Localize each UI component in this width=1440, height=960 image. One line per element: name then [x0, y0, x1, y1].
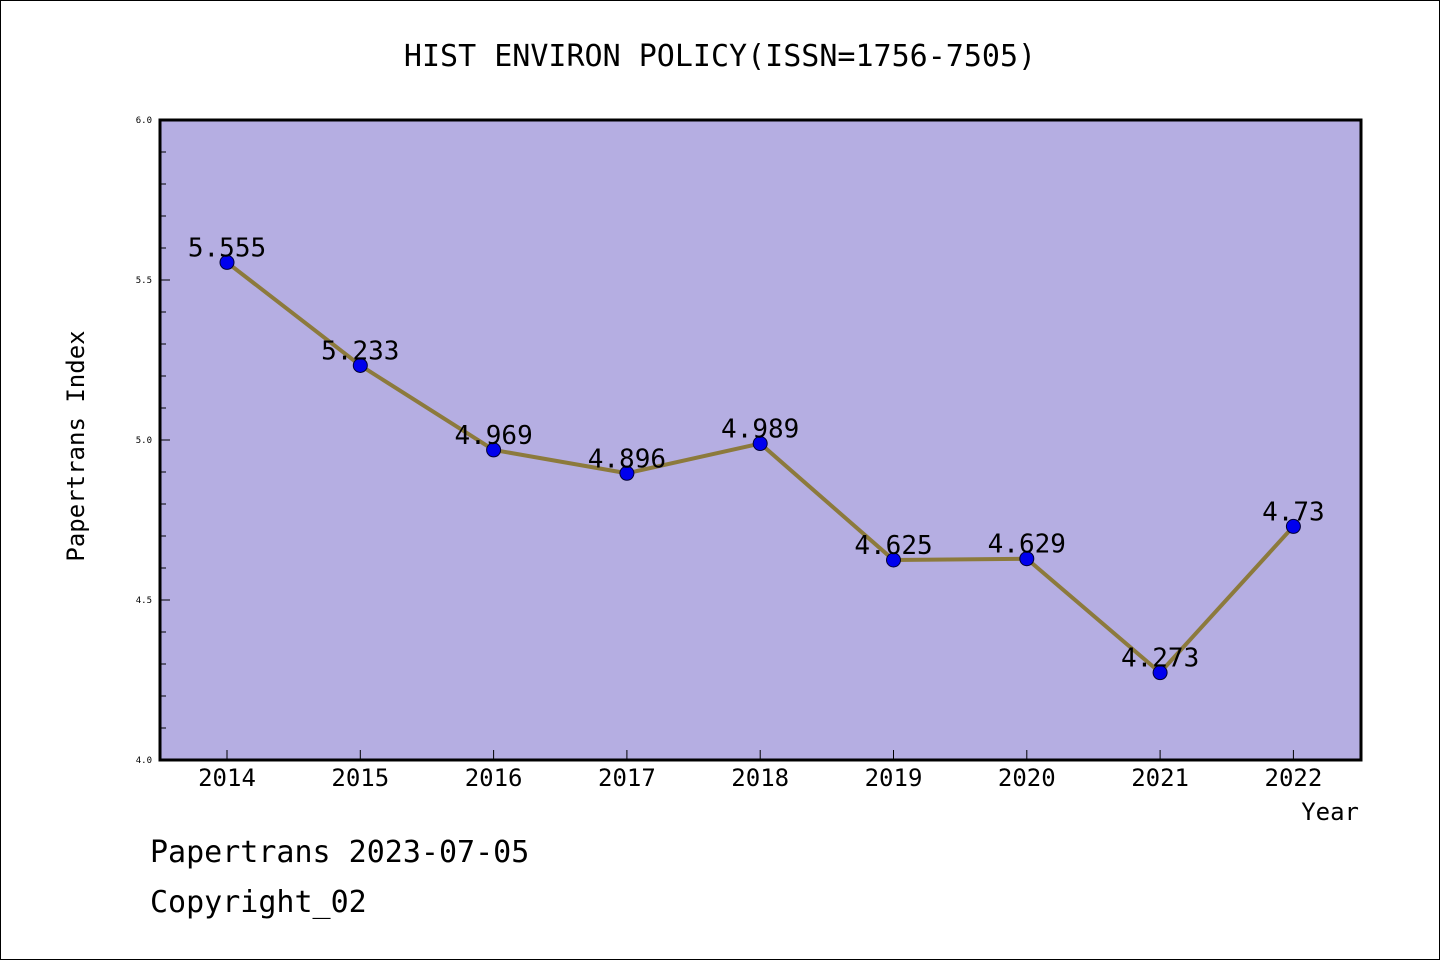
- data-point-label: 4.625: [854, 531, 932, 561]
- x-tick-label: 2020: [998, 764, 1056, 792]
- data-point-marker: [219, 254, 235, 270]
- chart-title: HIST ENVIRON POLICY(ISSN=1756-7505): [404, 39, 1036, 74]
- footer-copyright-text: Copyright_02: [150, 885, 367, 920]
- data-point-label: 4.73: [1262, 497, 1325, 527]
- data-point-marker: [1285, 518, 1301, 534]
- y-tick-label: 4.5: [136, 596, 152, 606]
- data-point-label: 4.273: [1121, 644, 1199, 674]
- data-point-marker: [752, 436, 768, 452]
- data-point-label: 4.969: [454, 421, 532, 451]
- x-tick-label: 2015: [331, 764, 389, 792]
- data-point-marker: [619, 465, 635, 481]
- data-point-marker: [886, 552, 901, 568]
- x-tick-label: 2021: [1131, 764, 1189, 792]
- axis-ticks: 4.0 4.5 5.0 5.5 6.0 2014 2015 2016 2017 2018 2019 2…: [136, 116, 1323, 792]
- x-tick-label: 2016: [465, 764, 523, 792]
- data-point-label: 4.896: [588, 444, 666, 474]
- data-labels: 5.555 5.233 4.969 4.896 4.989 4.625 4.629 4.273…: [188, 233, 1325, 673]
- y-tick-label: 5.0: [136, 436, 152, 446]
- x-tick-label: 2017: [598, 764, 656, 792]
- data-point-label: 5.555: [188, 233, 266, 263]
- data-series: [219, 254, 1301, 681]
- footer-date-text: Papertrans 2023-07-05: [150, 835, 530, 870]
- data-point-label: 4.629: [988, 530, 1066, 560]
- data-point-label: 4.989: [721, 415, 799, 445]
- x-tick-label: 2018: [731, 764, 789, 792]
- data-point-marker: [1152, 665, 1168, 681]
- data-point-marker: [352, 357, 368, 373]
- data-point-label: 5.233: [321, 336, 399, 366]
- y-tick-label: 4.0: [136, 756, 152, 766]
- y-axis-title: Papertrans Index: [62, 330, 90, 561]
- x-tick-label: 2019: [865, 764, 923, 792]
- plot-area: [158, 118, 1363, 762]
- data-point-marker: [486, 442, 502, 458]
- data-point-marker: [1019, 551, 1035, 567]
- x-tick-label: 2022: [1265, 764, 1323, 792]
- y-tick-label: 5.5: [136, 276, 152, 286]
- x-tick-label: 2014: [198, 764, 256, 792]
- y-tick-label: 6.0: [136, 116, 152, 126]
- x-axis-title: Year: [1301, 798, 1359, 826]
